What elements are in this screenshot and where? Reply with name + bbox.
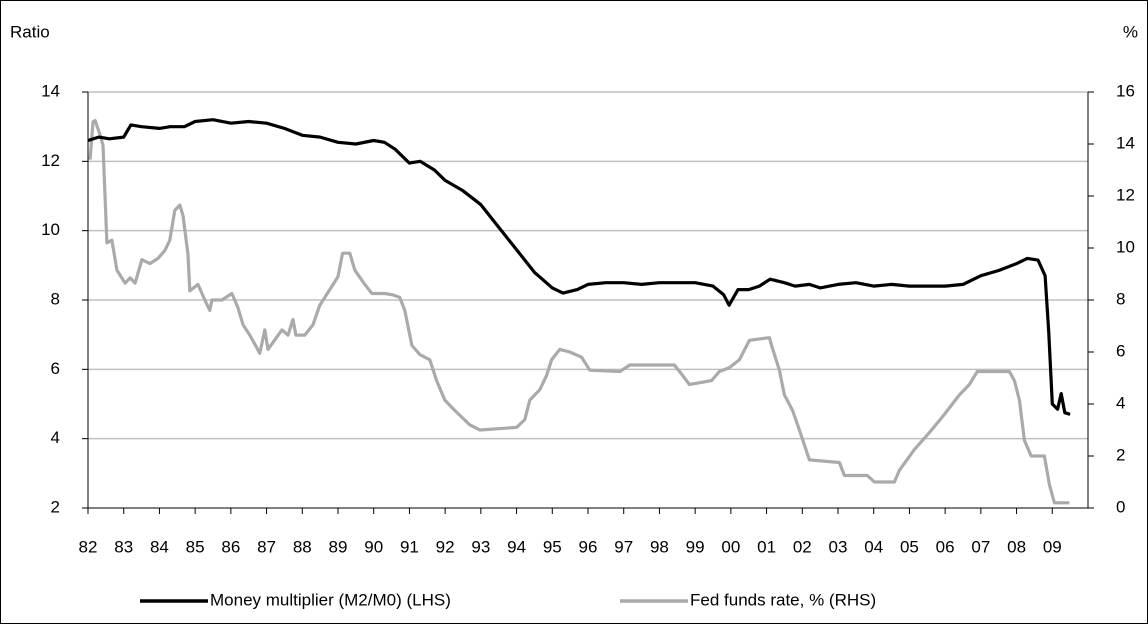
y-axis-label: Ratio <box>10 22 50 41</box>
y-tick-label: 14 <box>41 81 60 100</box>
x-tick-label: 87 <box>257 537 276 556</box>
y2-tick-label: 12 <box>1116 185 1135 204</box>
x-tick-label: 08 <box>1007 537 1026 556</box>
y-tick-label: 12 <box>41 151 60 170</box>
x-tick-label: 06 <box>936 537 955 556</box>
y-tick-label: 2 <box>51 497 60 516</box>
legend-label: Fed funds rate, % (RHS) <box>690 590 876 609</box>
x-tick-label: 95 <box>543 537 562 556</box>
x-tick-label: 09 <box>1043 537 1062 556</box>
y2-tick-label: 16 <box>1116 81 1135 100</box>
x-tick-label: 94 <box>507 537 526 556</box>
series-line <box>88 119 1070 505</box>
x-tick-label: 84 <box>150 537 169 556</box>
x-tick-label: 00 <box>721 537 740 556</box>
x-tick-label: 83 <box>114 537 133 556</box>
legend-label: Money multiplier (M2/M0) (LHS) <box>210 590 451 609</box>
y-tick-label: 6 <box>51 359 60 378</box>
y2-axis-label: % <box>1123 22 1138 41</box>
y2-tick-label: 0 <box>1116 497 1125 516</box>
y2-tick-label: 2 <box>1116 445 1125 464</box>
y-tick-label: 10 <box>41 220 60 239</box>
x-tick-label: 97 <box>614 537 633 556</box>
x-tick-label: 02 <box>793 537 812 556</box>
x-tick-label: 90 <box>364 537 383 556</box>
y2-tick-label: 10 <box>1116 237 1135 256</box>
x-tick-label: 82 <box>79 537 98 556</box>
y2-tick-label: 14 <box>1116 133 1135 152</box>
x-tick-label: 85 <box>186 537 205 556</box>
x-tick-label: 99 <box>686 537 705 556</box>
x-tick-label: 86 <box>221 537 240 556</box>
x-tick-label: 07 <box>971 537 990 556</box>
x-tick-label: 93 <box>471 537 490 556</box>
x-tick-label: 03 <box>829 537 848 556</box>
x-tick-label: 89 <box>329 537 348 556</box>
x-tick-label: 98 <box>650 537 669 556</box>
x-tick-label: 92 <box>436 537 455 556</box>
x-tick-label: 96 <box>579 537 598 556</box>
x-tick-label: 05 <box>900 537 919 556</box>
y-tick-label: 8 <box>51 289 60 308</box>
x-tick-label: 91 <box>400 537 419 556</box>
y-tick-label: 4 <box>51 428 60 447</box>
x-tick-label: 04 <box>864 537 883 556</box>
x-tick-label: 88 <box>293 537 312 556</box>
x-tick-label: 01 <box>757 537 776 556</box>
series-line <box>87 118 1071 416</box>
y2-tick-label: 4 <box>1116 393 1125 412</box>
y2-tick-label: 6 <box>1116 341 1125 360</box>
y2-tick-label: 8 <box>1116 289 1125 308</box>
